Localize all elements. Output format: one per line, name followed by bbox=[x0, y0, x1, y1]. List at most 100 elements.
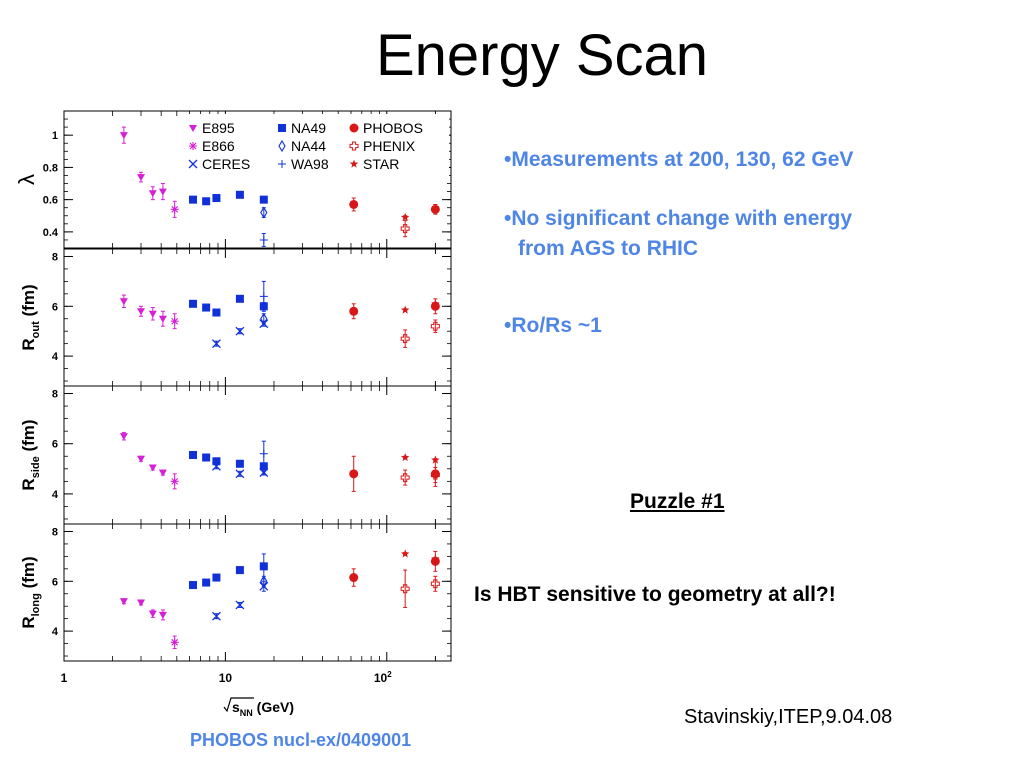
marker-na49 bbox=[235, 566, 244, 575]
legend-label: PHENIX bbox=[363, 138, 416, 154]
marker-phobos bbox=[430, 204, 440, 214]
legend-item-ceres: CERES bbox=[188, 156, 250, 172]
marker-phobos bbox=[349, 573, 359, 583]
marker-wa98 bbox=[259, 449, 268, 458]
legend-item-e866: E866 bbox=[189, 138, 235, 154]
marker-ceres bbox=[235, 600, 245, 610]
marker-ceres bbox=[211, 611, 221, 621]
legend-label: WA98 bbox=[291, 156, 329, 172]
legend-label: E866 bbox=[202, 138, 235, 154]
marker-na44 bbox=[260, 206, 268, 219]
marker-na49 bbox=[212, 457, 221, 466]
marker-phenix bbox=[349, 141, 359, 151]
legend-box bbox=[181, 114, 449, 178]
marker-phenix bbox=[430, 321, 440, 331]
marker-e895 bbox=[148, 464, 157, 472]
marker-e895 bbox=[137, 174, 146, 182]
legend-label: CERES bbox=[202, 156, 250, 172]
puzzle-question: Is HBT sensitive to geometry at all?! bbox=[474, 583, 836, 606]
panel-frame-3 bbox=[63, 523, 452, 662]
marker-na49 bbox=[202, 303, 211, 312]
marker-na49 bbox=[202, 453, 211, 462]
marker-star bbox=[400, 453, 410, 462]
marker-na49 bbox=[278, 124, 286, 132]
marker-e895 bbox=[148, 310, 157, 318]
bullet-measurements-text: •Measurements at 200, 130, 62 GeV bbox=[504, 148, 854, 171]
series-ceres-panel-3 bbox=[211, 580, 269, 621]
series-na49-panel-2 bbox=[189, 451, 268, 471]
marker-na44 bbox=[260, 575, 268, 588]
marker-wa98 bbox=[278, 160, 286, 168]
energy-scan-chart: 0.4 0.6 0.8 1 λ 4 6 8 Rout (fm) 4 6 8 Rside (fm) 4 6 8 R… bbox=[14, 110, 452, 718]
y-tick-label: 4 bbox=[52, 351, 59, 363]
y-axis-label-3: Rlong (fm) bbox=[19, 556, 42, 628]
marker-star bbox=[400, 305, 410, 314]
legend-label: NA49 bbox=[291, 120, 326, 136]
series-phenix-panel-0 bbox=[400, 220, 410, 238]
marker-star bbox=[400, 212, 410, 221]
marker-na49 bbox=[235, 294, 244, 303]
series-na49-panel-1 bbox=[189, 294, 268, 317]
y-tick-label: 8 bbox=[52, 251, 58, 263]
marker-na49 bbox=[235, 190, 244, 199]
marker-e895 bbox=[137, 599, 146, 607]
series-wa98-panel-2 bbox=[259, 440, 268, 467]
marker-phenix bbox=[400, 224, 410, 234]
marker-e866 bbox=[170, 638, 179, 647]
series-na44-panel-1 bbox=[260, 312, 268, 325]
chart-legend: E895 NA49 PHOBOS E866 NA44 PHENIX CERES WA98 STA… bbox=[181, 114, 449, 178]
marker-phenix bbox=[430, 470, 440, 480]
reference-link: PHOBOS nucl-ex/0409001 bbox=[190, 730, 412, 750]
series-na49-panel-3 bbox=[189, 562, 268, 590]
series-phenix-panel-2 bbox=[400, 467, 440, 486]
marker-e895 bbox=[148, 610, 157, 618]
marker-phobos bbox=[349, 123, 359, 133]
series-star-panel-2 bbox=[400, 453, 440, 464]
marker-na49 bbox=[235, 459, 244, 468]
marker-na49 bbox=[259, 195, 268, 204]
marker-star bbox=[431, 299, 440, 308]
y-axis-label-0: λ bbox=[14, 174, 39, 185]
marker-star bbox=[349, 159, 359, 168]
bullet-measurements: •Measurements at 200, 130, 62 GeV bbox=[504, 148, 853, 172]
series-ceres-panel-1 bbox=[211, 319, 269, 349]
series-e895-panel-3 bbox=[119, 598, 167, 621]
marker-ceres bbox=[235, 469, 245, 479]
marker-e866 bbox=[170, 205, 179, 214]
bullet-no-change-line1: •No significant change with energy bbox=[504, 207, 853, 230]
y-tick-label: 6 bbox=[52, 576, 58, 588]
series-phobos-panel-1 bbox=[349, 298, 440, 320]
legend-label: PHOBOS bbox=[363, 120, 423, 136]
marker-na49 bbox=[189, 581, 198, 590]
marker-na49 bbox=[189, 299, 198, 308]
series-wa98-panel-0 bbox=[259, 232, 268, 247]
marker-star bbox=[400, 549, 410, 558]
marker-na49 bbox=[202, 578, 211, 587]
series-e866-panel-3 bbox=[170, 635, 179, 650]
marker-na44 bbox=[260, 462, 268, 475]
legend-item-e895: E895 bbox=[189, 120, 235, 136]
author-credit: Stavinskiy,ITEP,9.04.08 bbox=[684, 706, 893, 728]
marker-e895 bbox=[119, 433, 128, 441]
series-star-panel-3 bbox=[400, 549, 440, 563]
marker-na49 bbox=[212, 308, 221, 317]
y-tick-label: 8 bbox=[52, 389, 58, 401]
legend-item-wa98: WA98 bbox=[278, 156, 329, 172]
y-tick-label: 4 bbox=[52, 489, 59, 501]
x-tick-label: 102 bbox=[374, 670, 392, 685]
series-star-panel-0 bbox=[400, 212, 410, 221]
marker-phenix bbox=[400, 584, 410, 594]
y-axis-label-2: Rside (fm) bbox=[19, 419, 42, 490]
marker-na49 bbox=[189, 451, 198, 459]
marker-phobos bbox=[349, 199, 359, 209]
series-phobos-panel-0 bbox=[349, 197, 440, 215]
bullet-no-change: •No significant change with energy from … bbox=[504, 204, 852, 264]
marker-ceres bbox=[235, 326, 245, 336]
marker-star bbox=[431, 554, 440, 563]
series-e895-panel-2 bbox=[119, 431, 167, 477]
marker-e866 bbox=[170, 317, 179, 326]
marker-phenix bbox=[430, 579, 440, 589]
y-tick-label: 0.6 bbox=[43, 195, 58, 207]
marker-na49 bbox=[202, 197, 211, 206]
series-phenix-panel-1 bbox=[400, 319, 440, 348]
